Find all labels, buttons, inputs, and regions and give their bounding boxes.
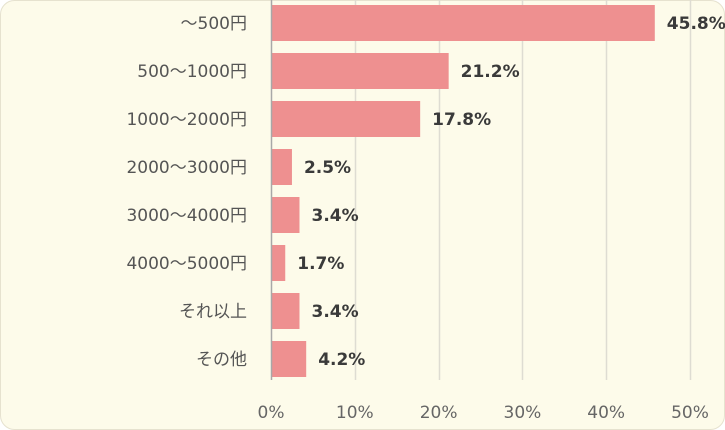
data-label: 45.8%	[667, 14, 725, 34]
bar	[272, 341, 307, 377]
x-tick-label: 50%	[671, 403, 709, 423]
bar	[272, 149, 292, 185]
category-label: それ以上	[179, 302, 247, 322]
category-label: その他	[196, 350, 247, 370]
category-label: 3000～4000円	[126, 206, 247, 226]
category-label: 1000～2000円	[126, 110, 247, 130]
data-label: 4.2%	[318, 350, 365, 370]
x-tick-label: 20%	[420, 403, 458, 423]
category-label: 4000～5000円	[126, 254, 247, 274]
data-label: 1.7%	[297, 254, 344, 274]
bar	[272, 5, 655, 41]
data-label: 2.5%	[304, 158, 351, 178]
bar	[272, 197, 300, 233]
x-tick-label: 30%	[504, 403, 542, 423]
data-label: 3.4%	[311, 302, 358, 322]
bar	[272, 101, 421, 137]
bar	[272, 293, 300, 329]
data-label: 17.8%	[432, 110, 491, 130]
category-label: 500～1000円	[137, 62, 247, 82]
bars	[272, 5, 655, 377]
category-label: ～500円	[181, 14, 247, 34]
category-label: 2000～3000円	[126, 158, 247, 178]
bar	[272, 245, 286, 281]
labels: 0% 10% 20% 30% 40% 50% 45.8% ～500円 21.2% 500～1000…	[126, 14, 725, 423]
x-tick-label: 40%	[587, 403, 625, 423]
data-label: 3.4%	[311, 206, 358, 226]
bar	[272, 53, 449, 89]
x-tick-label: 0%	[258, 403, 285, 423]
x-tick-label: 10%	[336, 403, 374, 423]
data-label: 21.2%	[461, 62, 520, 82]
